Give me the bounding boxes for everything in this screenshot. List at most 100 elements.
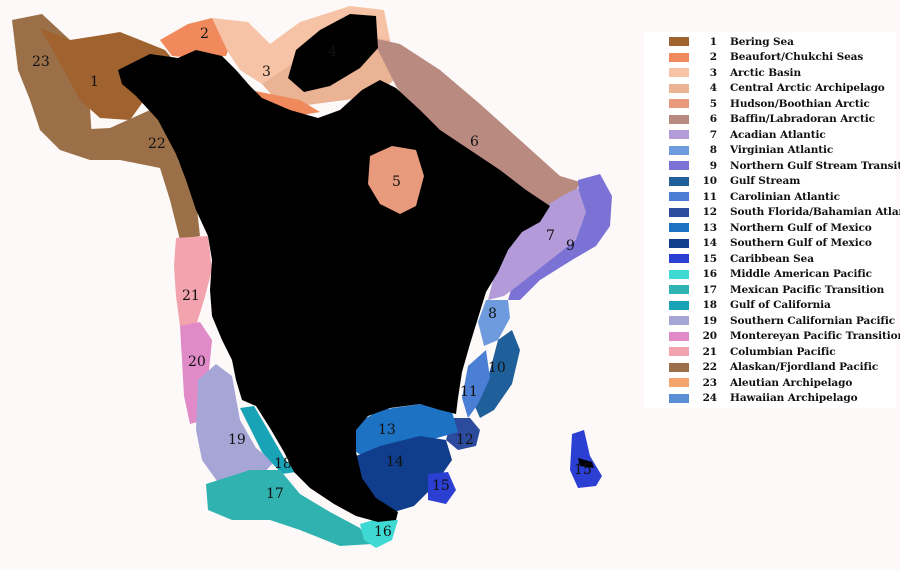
legend-item: 5 Hudson/Boothian Arctic (644, 96, 896, 112)
legend-swatch (669, 238, 689, 248)
legend-swatch (669, 378, 689, 388)
legend-swatch (669, 52, 689, 62)
region-10-gulf-stream (472, 330, 520, 418)
legend-item: 15 Caribbean Sea (644, 251, 896, 267)
legend-label: Hudson/Boothian Arctic (730, 97, 870, 110)
legend-swatch (669, 161, 689, 171)
region-label-8: 8 (488, 306, 497, 322)
legend-number: 22 (702, 361, 718, 374)
legend-swatch (669, 37, 689, 47)
legend-label: Gulf of California (730, 299, 831, 312)
legend-number: 24 (702, 392, 718, 405)
legend-label: Northern Gulf Stream Transition (730, 159, 900, 172)
legend-label: Carolinian Atlantic (730, 190, 840, 203)
legend-number: 23 (702, 376, 718, 389)
legend-number: 20 (702, 330, 718, 343)
region-15-caribbean-a (428, 472, 456, 504)
legend-item: 19 Southern Californian Pacific (644, 313, 896, 329)
legend-swatch (669, 192, 689, 202)
region-label-3: 3 (262, 64, 271, 80)
legend-swatch (669, 145, 689, 155)
legend-number: 17 (702, 283, 718, 296)
legend-label: Bering Sea (730, 35, 794, 48)
legend-item: 1 Bering Sea (644, 34, 896, 50)
legend-swatch (669, 285, 689, 295)
legend-number: 19 (702, 314, 718, 327)
region-2-beaufort-chukchi (160, 18, 232, 58)
legend-item: 13 Northern Gulf of Mexico (644, 220, 896, 236)
legend-swatch (669, 269, 689, 279)
legend-label: Hawaiian Archipelago (730, 392, 858, 405)
legend-item: 2 Beaufort/Chukchi Seas (644, 50, 896, 66)
legend-item: 24 Hawaiian Archipelago (644, 391, 896, 407)
legend-label: Gulf Stream (730, 175, 801, 188)
legend-item: 16 Middle American Pacific (644, 267, 896, 283)
region-label-15a: 15 (432, 478, 450, 494)
legend-item: 18 Gulf of California (644, 298, 896, 314)
legend-swatch (669, 362, 689, 372)
legend-item: 3 Arctic Basin (644, 65, 896, 81)
region-label-22: 22 (148, 136, 166, 152)
legend-swatch (669, 130, 689, 140)
region-6-baffin-labradoran (372, 38, 580, 210)
region-22-alaskan-fjordland (30, 100, 200, 240)
region-label-20: 20 (188, 354, 206, 370)
legend-swatch (669, 331, 689, 341)
legend-label: Baffin/Labradoran Arctic (730, 113, 875, 126)
legend-number: 4 (709, 82, 717, 95)
legend-number: 8 (709, 144, 717, 157)
legend-swatch (669, 83, 689, 93)
legend-swatch (669, 393, 689, 403)
region-label-1: 1 (90, 74, 99, 90)
region-15-caribbean-b (570, 430, 602, 488)
legend-item: 11 Carolinian Atlantic (644, 189, 896, 205)
legend-label: South Florida/Bahamian Atlantic (730, 206, 900, 219)
region-label-5: 5 (392, 174, 401, 190)
legend-swatch (669, 223, 689, 233)
legend-item: 20 Montereyan Pacific Transition (644, 329, 900, 345)
legend-item: 17 Mexican Pacific Transition (644, 282, 896, 298)
legend-swatch (669, 68, 689, 78)
region-label-11: 11 (460, 384, 478, 400)
legend-label: Arctic Basin (730, 66, 801, 79)
region-label-10: 10 (488, 360, 506, 376)
region-label-13: 13 (378, 422, 396, 438)
region-16-middle-american (360, 518, 398, 548)
legend-number: 21 (702, 345, 718, 358)
region-label-6: 6 (470, 134, 479, 150)
legend-item: 21 Columbian Pacific (644, 344, 896, 360)
legend: 1 Bering Sea 2 Beaufort/Chukchi Seas 3 Arctic… (644, 32, 900, 408)
region-label-16: 16 (374, 524, 392, 540)
legend-swatch (669, 99, 689, 109)
legend-label: Beaufort/Chukchi Seas (730, 51, 864, 64)
legend-number: 6 (709, 113, 717, 126)
region-7-acadian (488, 188, 586, 300)
legend-number: 12 (702, 206, 718, 219)
legend-item: 22 Alaskan/Fjordland Pacific (644, 360, 896, 376)
region-label-4: 4 (328, 44, 337, 60)
region-label-18: 18 (274, 456, 292, 472)
legend-label: Columbian Pacific (730, 345, 836, 358)
region-label-14: 14 (386, 454, 404, 470)
legend-label: Montereyan Pacific Transition (730, 330, 900, 343)
legend-label: Central Arctic Archipelago (730, 82, 885, 95)
region-label-9: 9 (566, 238, 575, 254)
legend-number: 10 (702, 175, 718, 188)
legend-swatch (669, 114, 689, 124)
legend-label: Acadian Atlantic (730, 128, 826, 141)
region-3b-strip (250, 90, 320, 116)
legend-swatch (669, 300, 689, 310)
legend-label: Mexican Pacific Transition (730, 283, 885, 296)
region-label-17: 17 (266, 486, 284, 502)
legend-item: 14 Southern Gulf of Mexico (644, 236, 896, 252)
region-11-carolinian (462, 350, 490, 418)
legend-item: 4 Central Arctic Archipelago (644, 81, 896, 97)
region-label-15b: 15 (574, 462, 592, 478)
cuba-island (578, 458, 594, 468)
legend-label: Caribbean Sea (730, 252, 814, 265)
hudson-bay-water (368, 146, 424, 214)
legend-number: 3 (709, 66, 717, 79)
legend-swatch (669, 316, 689, 326)
arctic-islands (288, 14, 378, 92)
legend-swatch (669, 207, 689, 217)
